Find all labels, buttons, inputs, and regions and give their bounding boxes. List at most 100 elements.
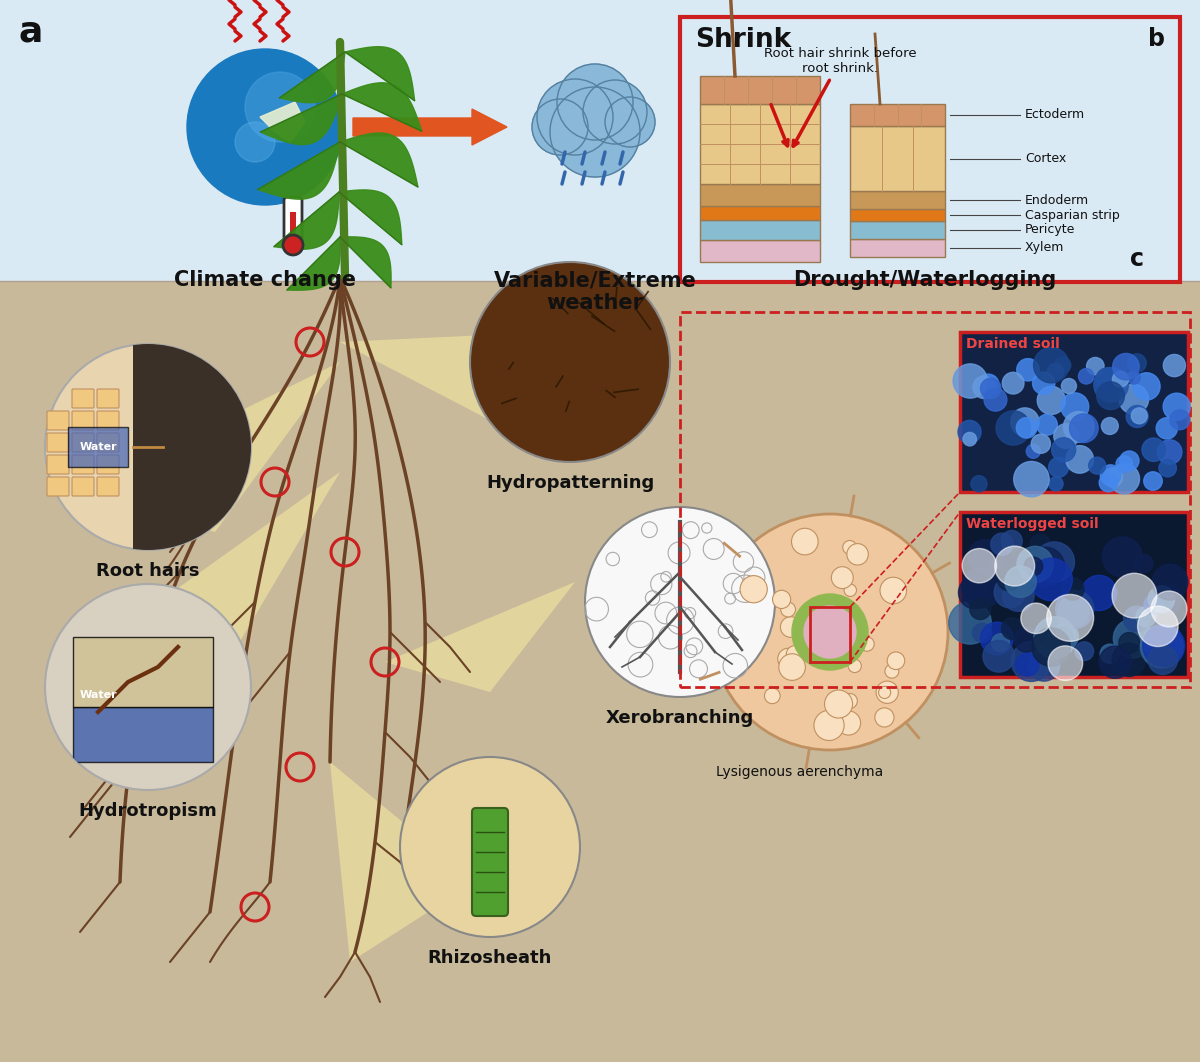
Circle shape	[46, 344, 251, 550]
FancyBboxPatch shape	[47, 433, 70, 452]
Polygon shape	[260, 102, 305, 142]
Circle shape	[1075, 641, 1093, 661]
FancyBboxPatch shape	[73, 637, 214, 707]
Bar	[700, 76, 820, 104]
Bar	[700, 184, 820, 206]
Circle shape	[1026, 444, 1040, 459]
Circle shape	[1034, 617, 1076, 658]
Circle shape	[1052, 623, 1079, 650]
Circle shape	[46, 584, 251, 790]
FancyBboxPatch shape	[72, 411, 94, 430]
Circle shape	[1046, 595, 1093, 641]
Circle shape	[779, 654, 805, 681]
FancyBboxPatch shape	[97, 455, 119, 474]
Circle shape	[1159, 460, 1176, 477]
Circle shape	[814, 710, 844, 740]
Circle shape	[1148, 645, 1177, 674]
Text: Root hairs: Root hairs	[96, 562, 199, 580]
Text: Waterlogged soil: Waterlogged soil	[966, 517, 1099, 531]
Circle shape	[1002, 373, 1024, 394]
Circle shape	[773, 590, 791, 609]
Polygon shape	[274, 192, 340, 250]
Circle shape	[1132, 408, 1147, 424]
Text: Endoderm: Endoderm	[1025, 193, 1090, 206]
Circle shape	[1103, 467, 1122, 487]
Circle shape	[1148, 586, 1175, 613]
Circle shape	[1048, 363, 1063, 380]
Circle shape	[1144, 472, 1163, 491]
Text: Ectoderm: Ectoderm	[1025, 108, 1085, 121]
Text: c: c	[1130, 247, 1144, 272]
Text: Drained soil: Drained soil	[966, 337, 1060, 352]
Text: Drought/Waterlogging: Drought/Waterlogging	[793, 270, 1057, 290]
Circle shape	[1049, 458, 1068, 477]
Circle shape	[983, 640, 1014, 672]
Polygon shape	[683, 109, 838, 145]
Circle shape	[1100, 645, 1120, 664]
Circle shape	[470, 262, 670, 462]
Circle shape	[1156, 417, 1177, 439]
Circle shape	[1138, 606, 1178, 647]
Circle shape	[583, 80, 647, 144]
Circle shape	[1061, 393, 1088, 421]
Circle shape	[764, 688, 780, 704]
Circle shape	[980, 378, 1001, 398]
FancyBboxPatch shape	[97, 389, 119, 408]
Text: Hydropatterning: Hydropatterning	[486, 474, 654, 492]
Circle shape	[1152, 585, 1182, 614]
FancyBboxPatch shape	[472, 808, 508, 917]
Circle shape	[1088, 457, 1105, 474]
Circle shape	[996, 411, 1031, 445]
Circle shape	[1032, 628, 1070, 666]
Circle shape	[842, 693, 857, 708]
Circle shape	[949, 601, 991, 644]
Circle shape	[1123, 606, 1150, 632]
FancyBboxPatch shape	[960, 512, 1188, 676]
Circle shape	[958, 421, 982, 444]
Bar	[850, 239, 946, 257]
Text: Water: Water	[79, 442, 116, 452]
Text: Lysigenous aerenchyma: Lysigenous aerenchyma	[716, 765, 883, 780]
Polygon shape	[340, 237, 391, 288]
Bar	[850, 104, 946, 126]
Circle shape	[842, 541, 857, 554]
Circle shape	[1056, 590, 1094, 629]
Text: Cortex: Cortex	[1025, 152, 1067, 165]
Bar	[850, 191, 946, 209]
FancyBboxPatch shape	[97, 411, 119, 430]
Bar	[810, 607, 850, 662]
Circle shape	[884, 664, 899, 679]
Text: Hydrotropism: Hydrotropism	[79, 802, 217, 820]
Circle shape	[1118, 633, 1140, 653]
Circle shape	[875, 708, 894, 727]
Circle shape	[1062, 578, 1084, 600]
Polygon shape	[74, 472, 340, 692]
Bar	[850, 221, 946, 239]
Circle shape	[1112, 573, 1157, 618]
Circle shape	[1109, 464, 1140, 494]
Circle shape	[1120, 451, 1139, 470]
Text: Xerobranching: Xerobranching	[606, 709, 754, 727]
Circle shape	[876, 681, 899, 703]
Circle shape	[1018, 546, 1054, 583]
Circle shape	[1014, 462, 1049, 497]
Polygon shape	[330, 763, 475, 962]
Circle shape	[847, 49, 1003, 205]
FancyBboxPatch shape	[47, 411, 70, 430]
Circle shape	[1054, 424, 1079, 448]
Circle shape	[997, 567, 1021, 590]
Circle shape	[1014, 628, 1039, 652]
Circle shape	[1100, 465, 1121, 485]
Circle shape	[1031, 434, 1050, 453]
Circle shape	[1114, 619, 1152, 657]
Bar	[700, 206, 820, 220]
Circle shape	[1028, 650, 1060, 681]
Circle shape	[978, 374, 1000, 396]
Text: Shrink: Shrink	[695, 27, 791, 53]
Circle shape	[1055, 357, 1070, 374]
Circle shape	[1025, 547, 1064, 586]
Circle shape	[1126, 406, 1148, 428]
Text: Variable/Extreme
weather: Variable/Extreme weather	[493, 270, 696, 313]
Polygon shape	[342, 83, 421, 132]
Circle shape	[1136, 606, 1156, 627]
